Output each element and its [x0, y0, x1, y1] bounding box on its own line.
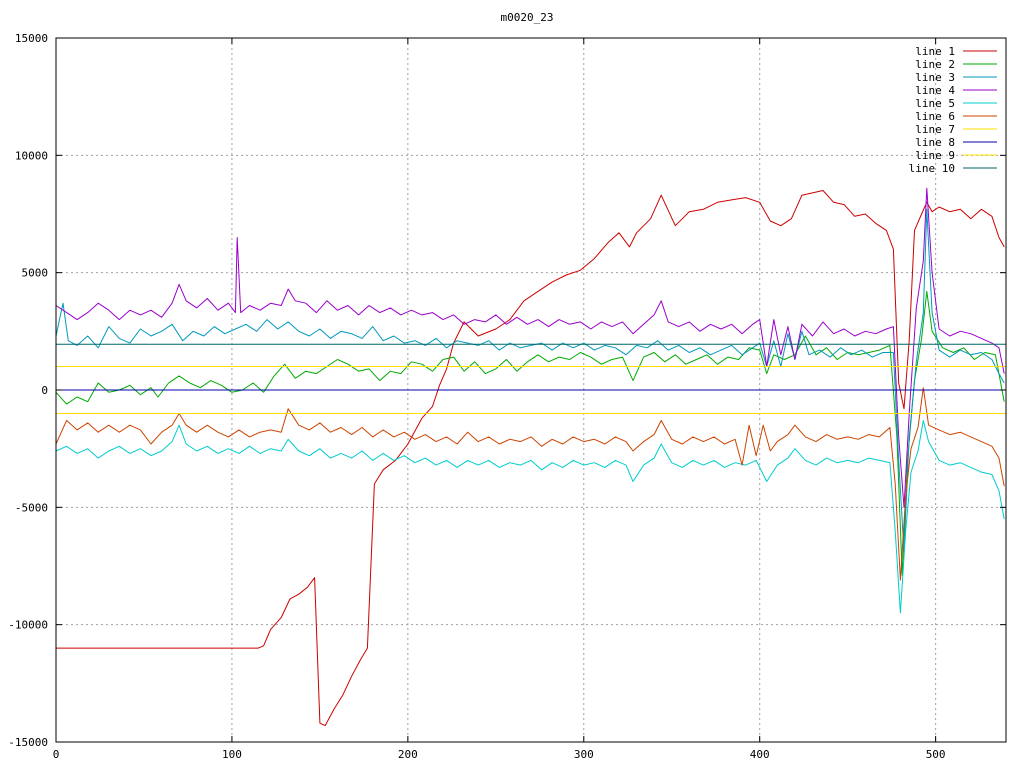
x-tick-label: 0 [53, 748, 60, 761]
series-line-4 [55, 187, 1005, 508]
y-tick-label: 10000 [15, 149, 48, 162]
y-tick-label: 15000 [15, 32, 48, 45]
series-layer [55, 187, 1006, 727]
x-tick-label: 500 [926, 748, 946, 761]
x-tick-label: 100 [222, 748, 242, 761]
y-tick-label: 0 [41, 384, 48, 397]
y-tick-label: -10000 [8, 619, 48, 632]
legend-label: line 2 [915, 58, 955, 71]
y-tick-label: -15000 [8, 736, 48, 749]
series-line-5 [55, 420, 1005, 614]
series-line-2 [55, 290, 1005, 576]
x-tick-label: 400 [750, 748, 770, 761]
legend-label: line 8 [915, 136, 955, 149]
chart-title: m0020_23 [501, 11, 554, 24]
legend-label: line 4 [915, 84, 955, 97]
y-tick-label: 5000 [22, 267, 49, 280]
legend-label: line 10 [909, 162, 955, 175]
legend-label: line 1 [915, 45, 955, 58]
series-line-1 [56, 190, 1005, 727]
legend-label: line 9 [915, 149, 955, 162]
legend-label: line 7 [915, 123, 955, 136]
x-tick-label: 300 [574, 748, 594, 761]
y-tick-label: -5000 [15, 501, 48, 514]
axis-ticks: 0 100 200 300 400 500 -15000 -10000 -5000 0 5000 10… [8, 32, 1006, 761]
series-line-6 [55, 387, 1005, 581]
series-line-3 [55, 208, 1005, 553]
x-tick-label: 200 [398, 748, 418, 761]
legend-label: line 3 [915, 71, 955, 84]
legend-label: line 5 [915, 97, 955, 110]
legend-label: line 6 [915, 110, 955, 123]
